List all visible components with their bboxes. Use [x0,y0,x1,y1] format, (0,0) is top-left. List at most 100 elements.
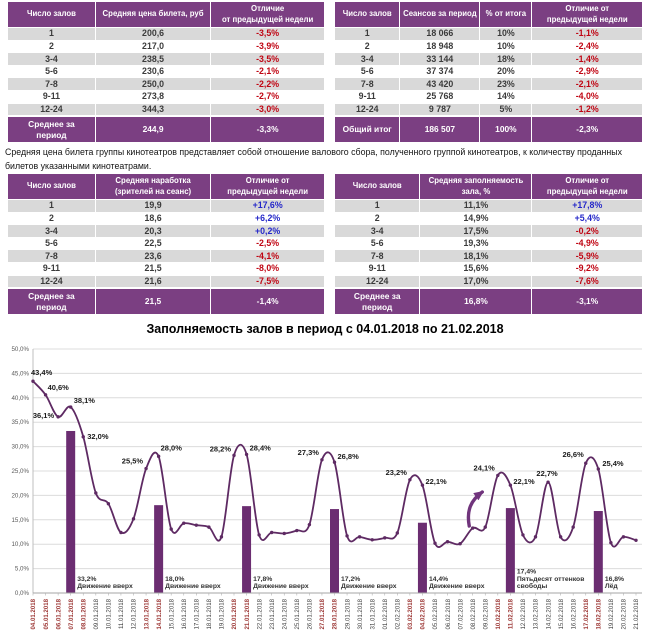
cell: 23,6 [94,249,211,262]
column-header: Отличие от предыдущей недели [210,174,324,199]
table-avg-ticket-price: Число залов Средняя цена билета, руб Отлич… [8,2,324,143]
column-header: Средняя заполняемость зала, % [419,174,532,199]
header-row: Число залов Средняя наработка (зрителей н… [8,174,324,199]
svg-text:45,0%: 45,0% [11,370,29,377]
date-label: 04.01.2018 [30,598,37,629]
cell: 17,0% [419,274,532,288]
cell: 2 [335,39,400,53]
cell: 12-24 [335,102,400,116]
svg-text:40,0%: 40,0% [11,395,29,402]
bar-annotation-line: 16,8% [605,576,624,583]
column-header: Сеансов за период [399,2,480,27]
top-tables-row: Число залов Средняя цена билета, руб Отлич… [8,2,642,143]
bar-annotation-line: 17,8% [253,576,272,583]
data-label: 26,8% [338,452,360,461]
cell: 12-24 [335,274,420,288]
svg-text:25,0%: 25,0% [11,468,29,475]
date-label: 10.01.2018 [106,598,113,629]
cell: 2 [8,211,95,225]
summary-row: Среднее за период 244,9 -3,3% [8,115,324,143]
column-header: Число залов [335,174,420,199]
cell: -0,2% [531,224,642,237]
cell: 20,3 [94,224,211,237]
header-row: Число залов Сеансов за период% от итога От… [335,2,642,27]
summary-cell: Среднее за период [8,287,95,315]
cell: -1,2% [531,102,642,116]
summary-row: Общий итог 186 507 100% -2,3% [335,115,642,143]
table-row: 2 14,9% +5,4% [335,211,642,225]
cell: -4,9% [531,236,642,250]
date-label: 21.02.2018 [633,598,640,629]
date-label: 12.02.2018 [520,598,527,629]
table-row: 3-4 33 144 18% -1,4% [335,52,642,65]
svg-text:10,0%: 10,0% [11,541,29,548]
summary-cell: -3,3% [210,115,324,143]
data-labels: 43,4% 40,6% 36,1% 38,1% 32,0% 25,5% 28,0% 28,2%… [31,368,624,486]
table-row: 5-6 22,5 -2,5% [8,236,324,250]
cell: -2,1% [531,77,642,90]
point-markers [31,379,638,546]
cell: 9-11 [8,89,95,103]
svg-text:20,0%: 20,0% [11,492,29,499]
cell: 20% [479,64,532,78]
cell: 18 066 [399,27,480,40]
cell: 14,9% [419,211,532,225]
date-label: 28.01.2018 [332,598,339,629]
date-label: 12.01.2018 [131,598,138,629]
x-axis [32,592,642,596]
data-label: 24,1% [474,463,496,472]
column-header: Число залов [335,2,400,27]
table-row: 9-11 15,6% -9,2% [335,261,642,275]
table-row: 7-8 18,1% -5,9% [335,249,642,262]
cell: 3-4 [335,224,420,237]
table-avg-attendance: Число залов Средняя наработка (зрителей н… [8,174,324,315]
date-label: 02.02.2018 [395,598,402,629]
cell: 344,3 [94,102,211,116]
table-row: 5-6 19,3% -4,9% [335,236,642,250]
date-label: 27.01.2018 [319,598,326,629]
summary-cell: 186 507 [399,115,480,143]
bar-annotation-line: Движение вверх [77,583,133,590]
data-label: 25,4% [602,459,624,468]
cell: 1 [335,27,400,40]
cell: 21,5 [94,261,211,275]
header-row: Число залов Средняя заполняемость зала, %… [335,174,642,199]
summary-row: Среднее за период 21,5 -1,4% [8,287,324,315]
data-label: 43,4% [31,368,53,377]
cell: 21,6 [94,274,211,288]
table-row: 2 217,0 -3,9% [8,39,324,53]
y-axis-labels: 50,0% 45,0% 40,0% 35,0% 30,0% 25,0% 20,0% 15,0%… [11,346,29,597]
summary-cell: 16,8% [419,287,532,315]
summary-cell: -3,1% [531,287,642,315]
table-row: 5-6 37 374 20% -2,9% [335,64,642,78]
table-row: 3-4 17,5% -0,2% [335,224,642,237]
cell: 3-4 [8,224,95,237]
table-row: 1 19,9 +17,6% [8,199,324,212]
bar-annotation-line: свободы [517,582,548,590]
date-label: 07.02.2018 [457,598,464,629]
table-row: 7-8 250,0 -2,2% [8,77,324,90]
bar-annotation-line: Движение вверх [253,583,309,590]
table-row: 5-6 230,6 -2,1% [8,64,324,78]
bar-annotation-line: 17,4% [517,569,536,576]
note-text: Средняя цена билета группы кинотеатров п… [5,147,622,171]
date-label: 13.02.2018 [533,598,540,629]
cell: 14% [479,89,532,103]
cell: 25 768 [399,89,480,103]
cell: 15,6% [419,261,532,275]
date-label: 15.01.2018 [168,598,175,629]
date-label: 01.02.2018 [382,598,389,629]
chart-title: Заполняемость залов в период с 04.01.201… [146,322,504,336]
cell: 7-8 [8,77,95,90]
cell: 10% [479,27,532,40]
table-row: 1 11,1% +17,8% [335,199,642,212]
sessions-table: Число залов Сеансов за период% от итога От… [335,2,642,143]
table-row: 9-11 25 768 14% -4,0% [335,89,642,103]
date-label: 11.02.2018 [508,598,515,629]
weekend-bars [66,430,603,593]
attendance-table: Число залов Средняя наработка (зрителей н… [8,174,324,315]
data-label: 23,2% [386,468,408,477]
column-header: Средняя наработка (зрителей на сеанс) [94,174,211,199]
cell: 1 [8,199,95,212]
